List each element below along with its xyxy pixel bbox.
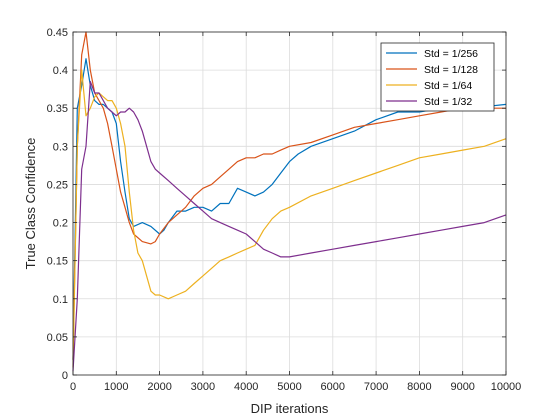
- y-tick-label: 0.05: [47, 332, 68, 344]
- y-tick-label: 0.25: [47, 179, 68, 191]
- legend-box: [380, 42, 495, 112]
- series-line-4: [72, 80, 507, 372]
- y-tick-label: 0.35: [47, 103, 68, 115]
- x-tick-label: 9000: [450, 381, 474, 393]
- y-tick-label: 0.3: [53, 141, 68, 153]
- y-tick-label: 0.4: [53, 65, 68, 77]
- legend-label-4: Std = 1/32: [424, 96, 472, 108]
- y-tick-label: 0.45: [47, 27, 68, 39]
- x-axis-label: DIP iterations: [251, 401, 329, 416]
- y-tick-label: 0.1: [53, 294, 68, 306]
- series-line-3: [72, 69, 507, 368]
- x-tick-label: 6000: [321, 381, 345, 393]
- series-line-2: [72, 31, 506, 360]
- legend-label-3: Std = 1/64: [424, 80, 472, 92]
- axis-ticks: 0 1000 2000 3000 4000 5000 6000 7000 8000 9000 100…: [47, 27, 522, 393]
- x-tick-label: 1000: [104, 381, 128, 393]
- y-axis-label: True Class Confidence: [23, 138, 38, 270]
- x-tick-label: 0: [70, 381, 76, 393]
- x-tick-label: 4000: [234, 381, 258, 393]
- x-tick-label: 2000: [147, 381, 171, 393]
- legend: Std = 1/256 Std = 1/128 Std = 1/64 Std = 1/…: [380, 42, 495, 112]
- legend-label-1: Std = 1/256: [424, 48, 478, 60]
- x-tick-label: 10000: [491, 381, 522, 393]
- series-line-1: [72, 58, 507, 360]
- x-tick-label: 5000: [277, 381, 301, 393]
- y-tick-label: 0.2: [53, 218, 68, 230]
- y-tick-label: 0: [62, 370, 68, 382]
- y-tick-label: 0.15: [47, 256, 68, 268]
- series-lines: [72, 31, 507, 372]
- x-tick-label: 7000: [364, 381, 388, 393]
- legend-label-2: Std = 1/128: [424, 64, 478, 76]
- x-tick-label: 3000: [191, 381, 215, 393]
- x-tick-label: 8000: [407, 381, 431, 393]
